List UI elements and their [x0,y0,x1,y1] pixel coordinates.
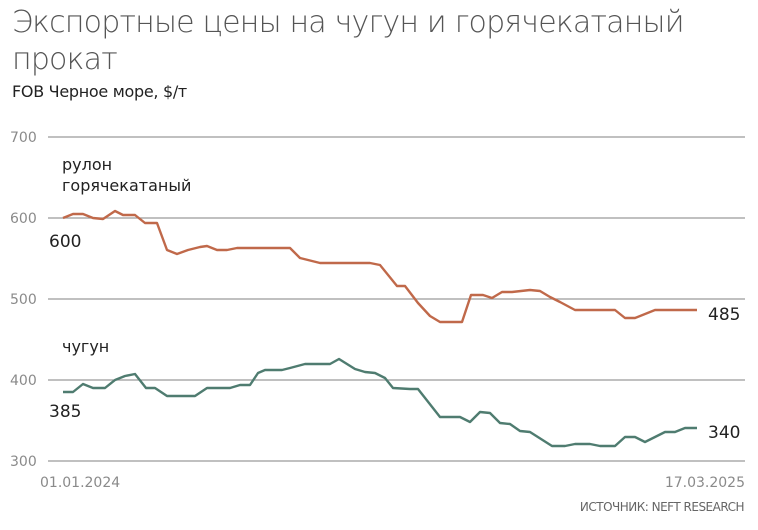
hot-rolled-start-value: 600 [49,232,81,252]
y-tick-600: 600 [10,211,37,227]
series-labels: рулон горячекатаный чугун [62,155,191,356]
source-note: ИСТОЧНИК: NEFT RESEARCH [579,500,745,514]
chart-subtitle: FOB Черное море, $/т [12,82,187,101]
chart-title: Экспортные цены на чугун и горячекатаный… [12,5,684,77]
series-line-hot-rolled [62,209,697,324]
grid-lines [48,136,745,462]
x-tick-start: 01.01.2024 [40,475,120,491]
hot-rolled-end-value: 485 [708,305,740,325]
y-axis-ticks: 700 600 500 400 300 [10,130,37,470]
series-line-pig-iron [63,357,697,448]
x-tick-end: 17.03.2025 [665,475,745,491]
y-tick-400: 400 [10,373,37,389]
pig-iron-end-value: 340 [708,423,740,443]
y-tick-500: 500 [10,292,37,308]
x-axis-ticks: 01.01.2024 17.03.2025 [40,475,745,491]
label-hot-rolled-line1: рулон [62,155,112,174]
label-hot-rolled-line2: горячекатаный [62,176,191,195]
y-tick-700: 700 [10,130,37,146]
label-pig-iron: чугун [62,337,109,356]
y-tick-300: 300 [10,454,37,470]
pig-iron-start-value: 385 [49,402,81,422]
value-labels: 600 485 385 340 [49,232,740,443]
